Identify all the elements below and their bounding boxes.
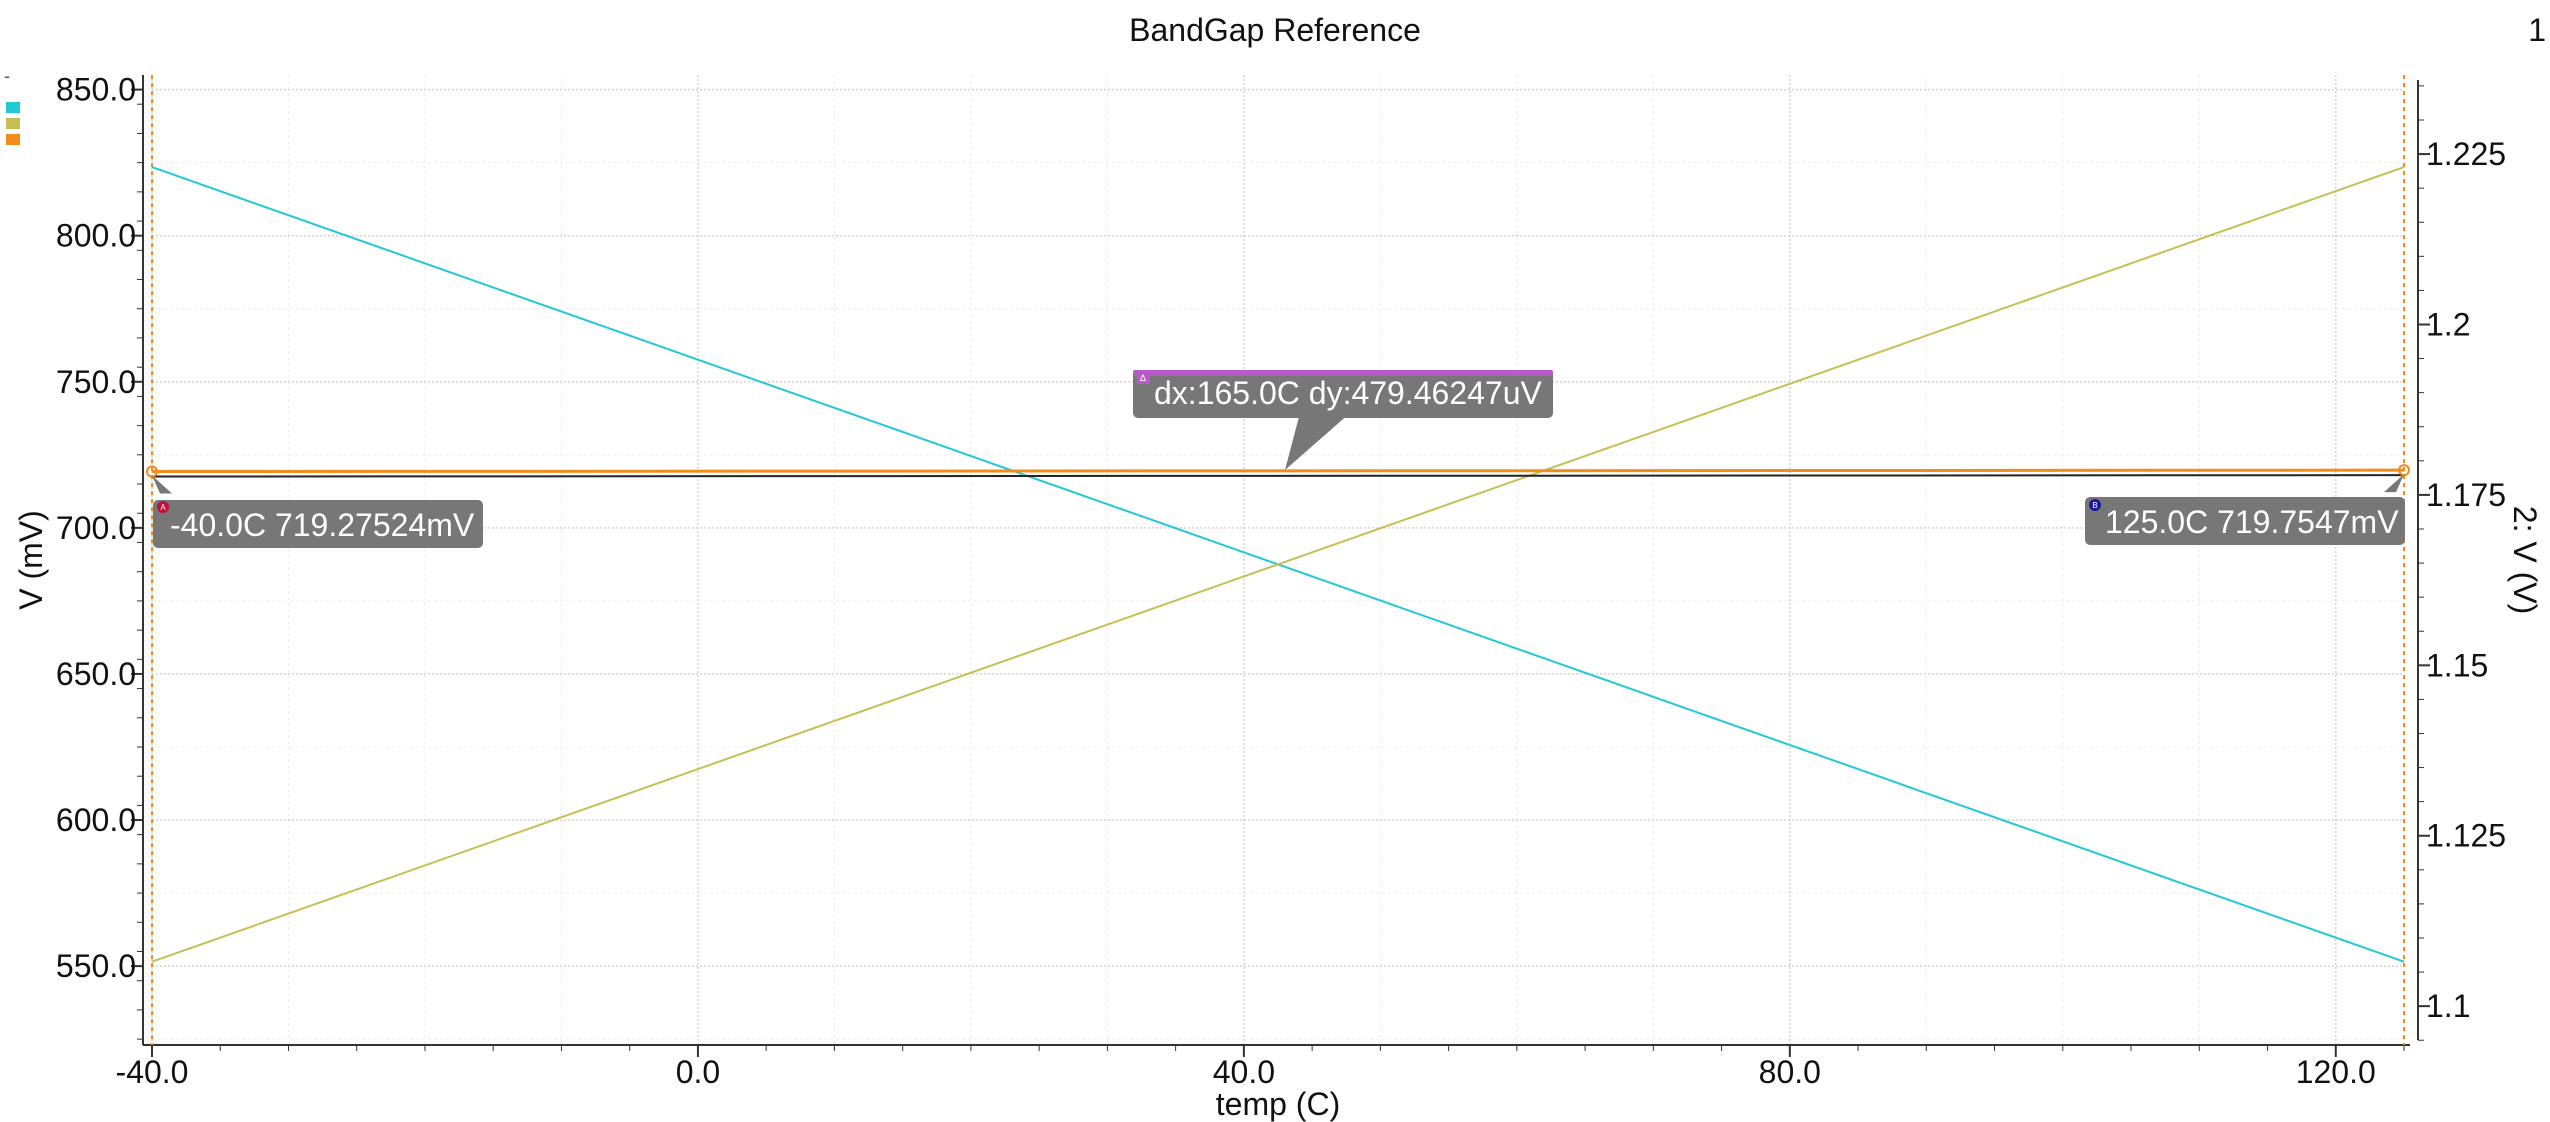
marker-label-bg-B	[2085, 497, 2405, 545]
y-left-tick-label: 750.0	[56, 364, 136, 400]
x-tick-label: 0.0	[676, 1054, 720, 1090]
delta-line	[151, 474, 2405, 478]
marker-point-A	[146, 465, 158, 478]
y-left-tick-label: 650.0	[56, 656, 136, 692]
y-right-tick-label: 1.1	[2426, 988, 2470, 1024]
marker-badge-A	[157, 501, 169, 513]
y-left-tick-label: 550.0	[56, 948, 136, 984]
x-axis-label: temp (C)	[1216, 1086, 1340, 1122]
delta-badge	[1137, 371, 1150, 384]
marker-badge-text-A: A	[160, 503, 166, 512]
legend-swatch-cyan[interactable]	[6, 102, 20, 113]
y-left-tick-label: 700.0	[56, 510, 136, 546]
chart-title: BandGap Reference	[1129, 12, 1421, 48]
y-left-tick-label: 850.0	[56, 72, 136, 108]
marker-point-B	[2398, 464, 2410, 477]
delta-label-bg	[1133, 370, 1553, 418]
legend-swatch-olive[interactable]	[6, 118, 20, 129]
y-axis-label-right: 2: V (V)	[2507, 506, 2543, 614]
marker-callout-pointer-A	[152, 475, 172, 494]
y-right-tick-label: 1.225	[2426, 136, 2506, 172]
marker-label-bg-A	[153, 500, 483, 548]
series-line-3	[151, 468, 2405, 474]
marker-badge-B	[2089, 499, 2101, 511]
marker-callout-pointer-B	[2384, 474, 2404, 493]
y-right-tick-label: 1.175	[2426, 477, 2506, 513]
y-axis-label-left: V (mV)	[13, 510, 49, 610]
delta-label-accent	[1133, 370, 1553, 376]
marker-label-B: 125.0C 719.7547mV	[2105, 504, 2399, 540]
marker-badge-text-B: B	[2092, 501, 2097, 510]
page-number: 1	[2528, 12, 2546, 48]
delta-label: dx:165.0C dy:479.46247uV	[1154, 375, 1543, 411]
y-right-tick-label: 1.15	[2426, 647, 2488, 683]
series-line-2	[151, 166, 2405, 963]
legend-mark: -	[4, 66, 10, 86]
marker-label-A: -40.0C 719.27524mV	[170, 507, 475, 543]
y-right-tick-label: 1.125	[2426, 818, 2506, 854]
x-tick-label: 40.0	[1213, 1054, 1275, 1090]
delta-callout-pointer	[1285, 413, 1350, 470]
y-left-tick-label: 600.0	[56, 802, 136, 838]
x-tick-label: -40.0	[116, 1054, 189, 1090]
y-right-tick-label: 1.2	[2426, 306, 2470, 342]
legend-swatch-orange[interactable]	[6, 134, 20, 145]
x-tick-label: 80.0	[1759, 1054, 1821, 1090]
y-left-tick-label: 800.0	[56, 218, 136, 254]
x-tick-label: 120.0	[2296, 1054, 2376, 1090]
delta-badge-text: Δ	[1140, 374, 1147, 384]
